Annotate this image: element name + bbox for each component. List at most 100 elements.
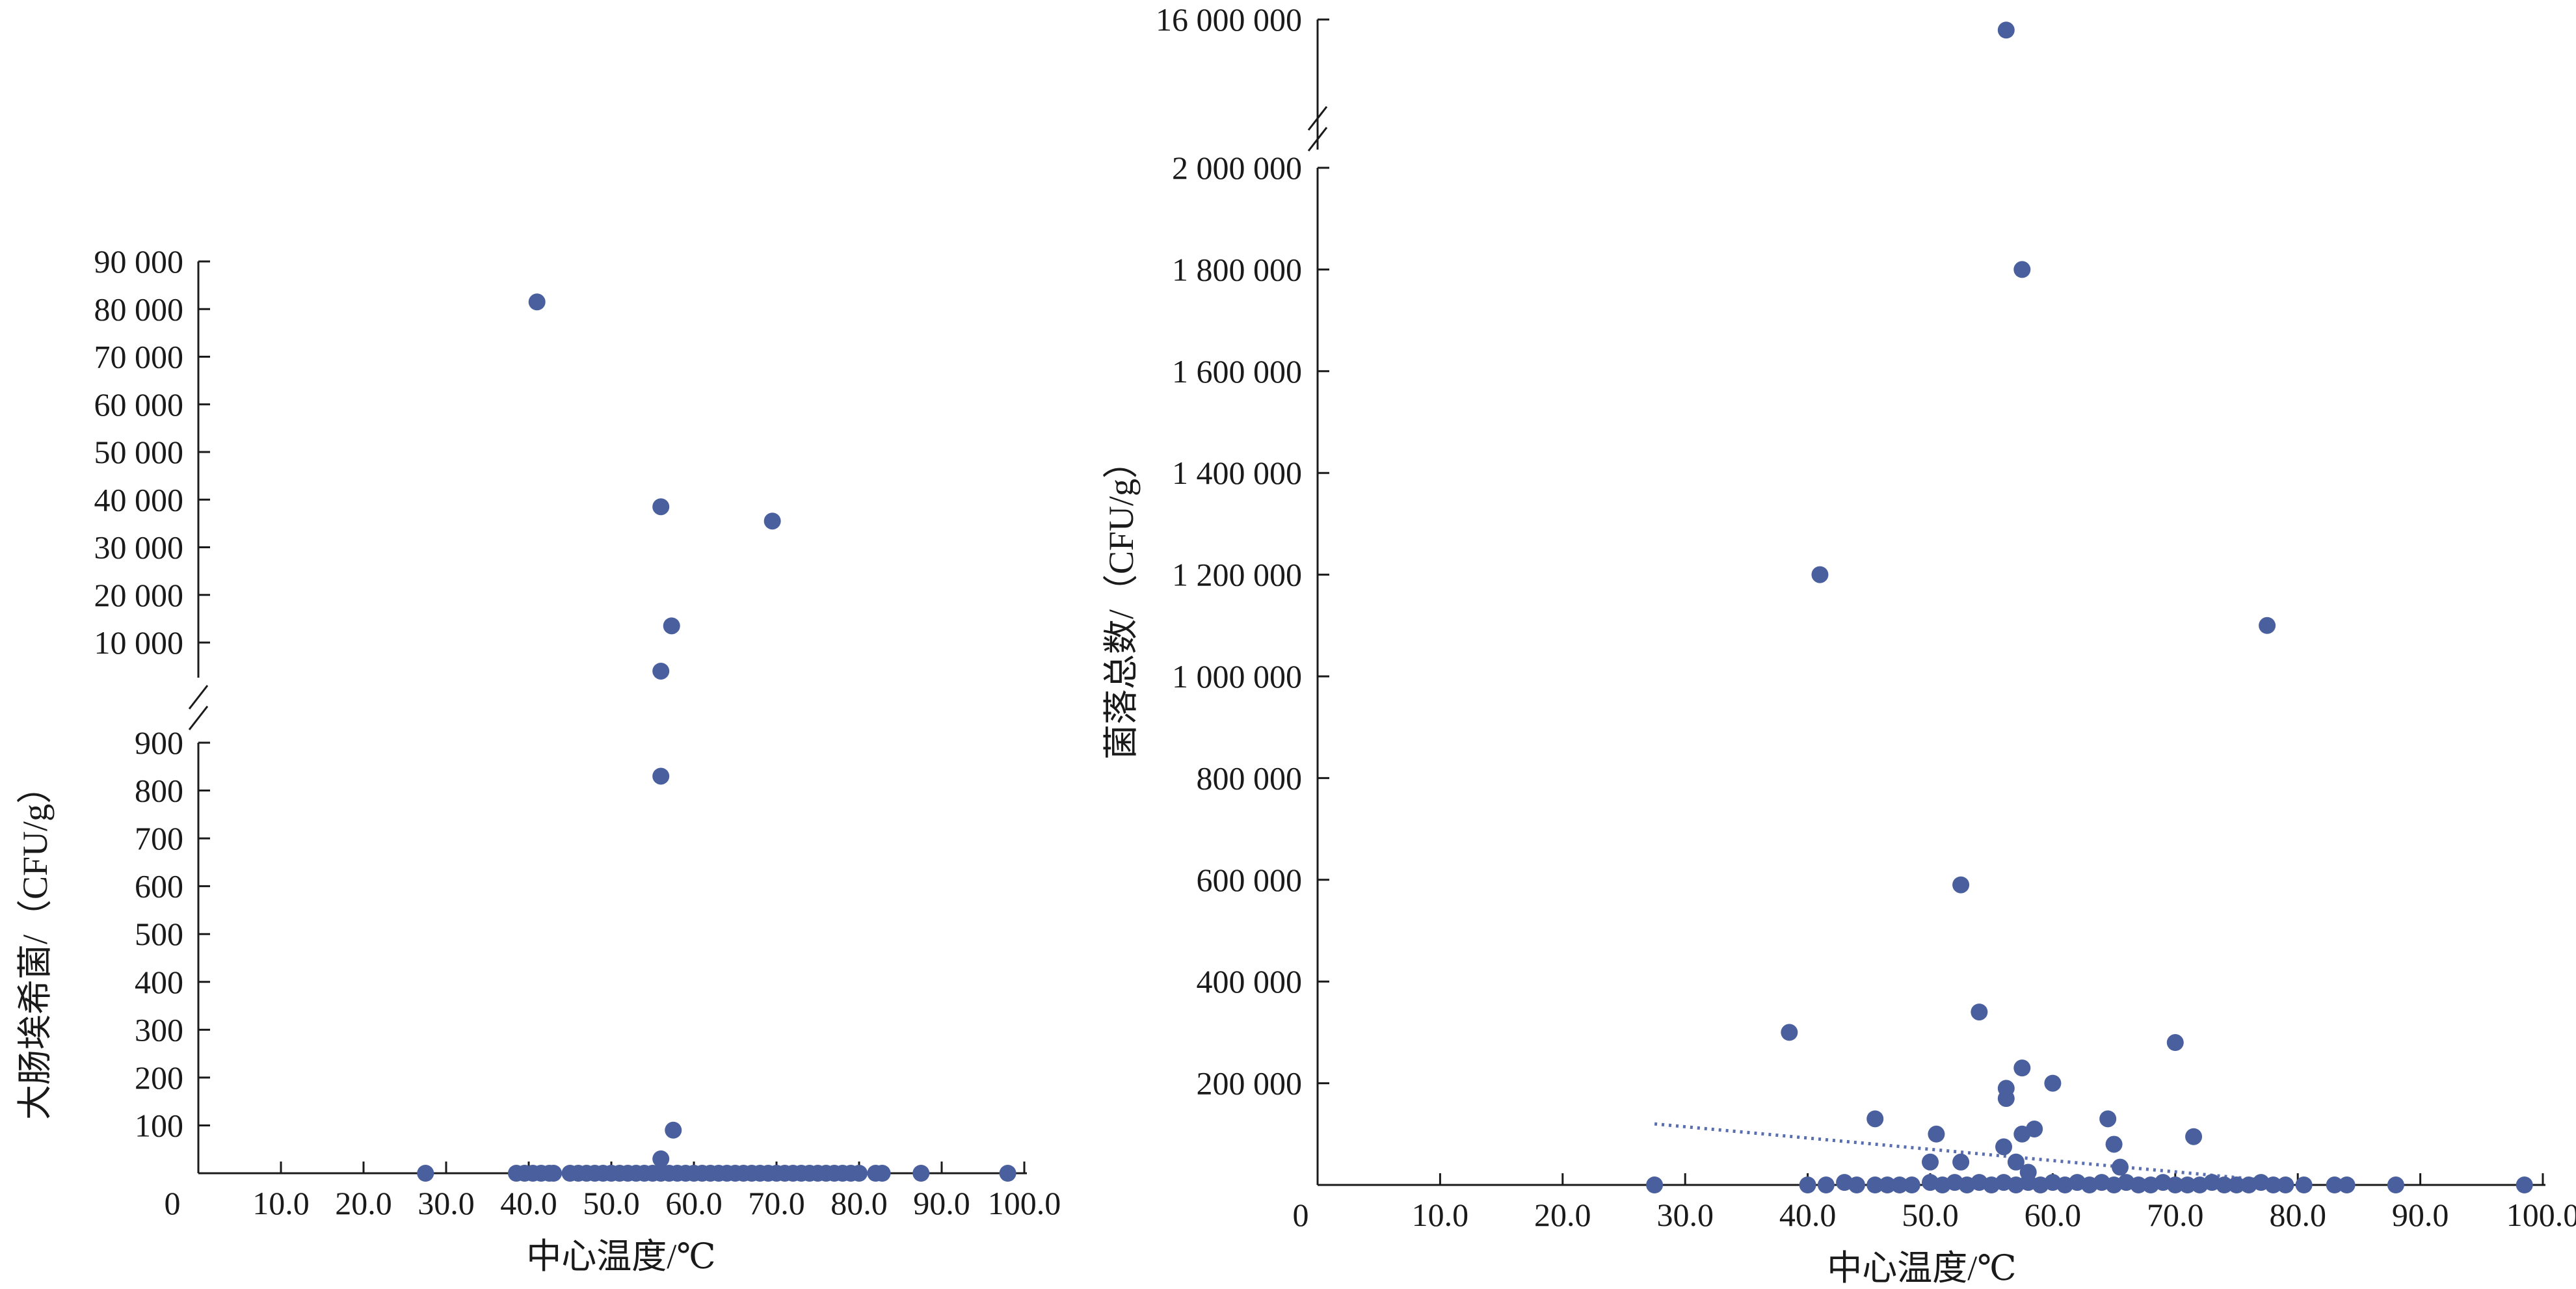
x-tick-label: 60.0 <box>665 1185 723 1221</box>
data-point <box>2516 1176 2533 1193</box>
data-point <box>2277 1176 2294 1193</box>
data-point <box>1866 1110 1884 1128</box>
x-tick-label: 20.0 <box>335 1185 392 1221</box>
y-tick-label: 60 000 <box>94 386 184 423</box>
data-point <box>2326 1176 2343 1193</box>
x-tick-label: 30.0 <box>418 1185 475 1221</box>
total-colony-chart: 10.0 20.0 30.0 40.0 50.0 60.0 70.0 80.0 90.0 100.… <box>1102 1 2576 1288</box>
data-point <box>1971 1003 1988 1021</box>
x-tick-label: 40.0 <box>1779 1197 1837 1233</box>
data-point <box>1799 1176 1816 1193</box>
escherichia-coli-chart: 10.0 20.0 30.0 40.0 50.0 60.0 70.0 80.0 90.0 100.… <box>16 243 1061 1276</box>
trendline <box>1654 1122 2274 1183</box>
y-tick-label: 700 <box>135 820 183 857</box>
y-tick-label: 200 000 <box>1197 1065 1303 1102</box>
axis-break-mark <box>1307 127 1328 152</box>
data-point <box>873 1165 891 1182</box>
y-axis-title: 大肠埃希菌/（CFU/g） <box>16 769 55 1120</box>
data-point <box>545 1165 563 1182</box>
data-point <box>1997 21 2015 39</box>
data-point <box>2044 1074 2062 1092</box>
data-point <box>1891 1176 1908 1193</box>
y-tick-label: 600 <box>135 868 183 905</box>
axis-break-mark <box>188 706 209 730</box>
x-tick-label: 50.0 <box>583 1185 640 1221</box>
y-tick-label: 20 000 <box>94 577 184 613</box>
x-tick-label: 70.0 <box>2147 1197 2204 1233</box>
data-point <box>2112 1158 2129 1176</box>
data-point <box>2216 1176 2233 1193</box>
y-tick-label: 30 000 <box>94 529 184 566</box>
y-tick-label: 2 000 000 <box>1172 150 1302 186</box>
data-point <box>1995 1138 2013 1156</box>
x-tick-label: 60.0 <box>2025 1197 2082 1233</box>
x-tick-label: 80.0 <box>830 1185 888 1221</box>
data-point <box>999 1165 1016 1182</box>
y-tick-label: 1 200 000 <box>1172 557 1302 593</box>
data-point <box>2166 1034 2184 1052</box>
y-tick-label: 16 000 000 <box>1156 1 1302 38</box>
x-tick-label: 100.0 <box>988 1185 1061 1221</box>
x-tick-label: 100.0 <box>2506 1197 2576 1233</box>
axis-break-mark <box>1307 106 1328 131</box>
data-point <box>417 1165 434 1182</box>
y-tick-label: 800 000 <box>1197 760 1303 796</box>
y-tick-label: 50 000 <box>94 434 184 470</box>
y-tick-label: 300 <box>135 1011 183 1048</box>
data-point <box>2179 1176 2196 1193</box>
data-point <box>2007 1153 2025 1171</box>
data-point <box>1811 566 1829 583</box>
data-point <box>2166 1176 2184 1193</box>
data-point <box>1928 1125 1945 1143</box>
data-point <box>1922 1153 1939 1171</box>
data-point <box>912 1165 930 1182</box>
data-point <box>764 512 781 530</box>
data-point <box>1646 1176 1664 1193</box>
data-point <box>652 662 670 680</box>
data-point <box>2026 1120 2043 1137</box>
data-point <box>652 1150 670 1167</box>
x-origin-label: 0 <box>165 1185 181 1221</box>
y-tick-label: 1 800 000 <box>1172 251 1302 287</box>
y-tick-label: 200 <box>135 1059 183 1096</box>
x-axis-title: 中心温度/℃ <box>1827 1249 2016 1288</box>
data-point <box>652 498 670 516</box>
data-point <box>1903 1176 1920 1193</box>
y-tick-label: 1 400 000 <box>1172 455 1302 491</box>
y-tick-label: 100 <box>135 1107 183 1143</box>
y-tick-label: 900 <box>135 724 183 761</box>
x-tick-label: 10.0 <box>1412 1197 1469 1233</box>
y-tick-label: 600 000 <box>1197 862 1303 898</box>
data-point <box>2013 261 2031 278</box>
y-tick-label: 40 000 <box>94 481 184 518</box>
data-point <box>2130 1176 2147 1193</box>
data-point <box>2105 1136 2123 1153</box>
x-tick-label: 10.0 <box>252 1185 310 1221</box>
x-tick-label: 50.0 <box>1902 1197 1959 1233</box>
y-tick-label: 1 000 000 <box>1172 658 1302 695</box>
data-point <box>1997 1080 2015 1097</box>
data-point <box>2099 1110 2117 1128</box>
data-point <box>2228 1176 2245 1193</box>
data-point <box>665 1121 682 1139</box>
y-tick-label: 10 000 <box>94 624 184 661</box>
x-tick-label: 70.0 <box>748 1185 805 1221</box>
y-axis-title: 菌落总数/（CFU/g） <box>1102 444 1141 760</box>
axis-break-mark <box>188 685 209 710</box>
data-point <box>2019 1163 2037 1181</box>
y-tick-label: 90 000 <box>94 243 184 280</box>
y-tick-label: 70 000 <box>94 339 184 375</box>
data-point <box>1952 1153 1970 1171</box>
data-point <box>2387 1176 2404 1193</box>
data-point <box>2259 617 2276 634</box>
data-point <box>2338 1176 2356 1193</box>
data-point <box>1952 876 1970 894</box>
data-point <box>2295 1176 2313 1193</box>
y-tick-label: 400 000 <box>1197 963 1303 1000</box>
x-origin-label: 0 <box>1293 1197 1309 1233</box>
x-axis-title: 中心温度/℃ <box>526 1237 715 1276</box>
data-point <box>1879 1176 1896 1193</box>
y-tick-label: 1 600 000 <box>1172 353 1302 390</box>
x-tick-label: 30.0 <box>1656 1197 1714 1233</box>
